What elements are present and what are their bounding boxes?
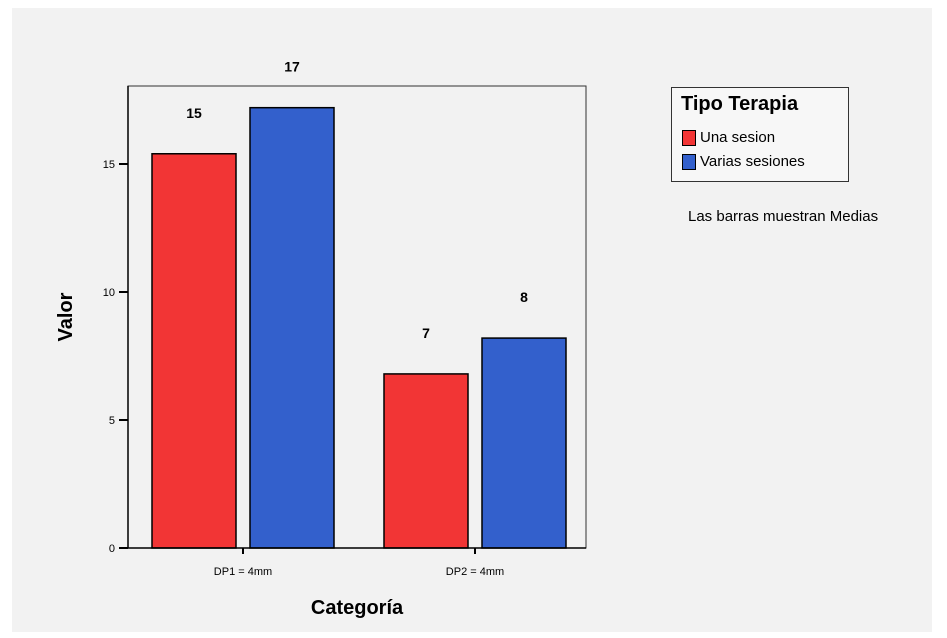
y-tick-label: 5: [109, 415, 115, 427]
bar-una-sesion-2: [383, 373, 469, 549]
y-axis-title: Valor: [55, 292, 77, 341]
legend-swatch-blue: [682, 154, 696, 170]
bar-value-label: 15: [186, 105, 202, 121]
y-tick-label: 15: [103, 159, 115, 171]
legend-swatch-red: [682, 130, 696, 146]
y-tick-label: 0: [109, 543, 115, 555]
legend-label: Varias sesiones: [700, 153, 805, 170]
legend-title: Tipo Terapia: [681, 93, 799, 115]
bar-varias-sesiones-1: [249, 106, 335, 549]
bar-value-label: 7: [422, 325, 430, 341]
x-tick-label: DP1 = 4mm: [214, 566, 272, 578]
legend: Tipo Terapia Una sesion Varias sesiones: [671, 87, 849, 182]
x-axis-title: Categoría: [311, 597, 404, 619]
bar-value-label: 8: [520, 289, 528, 305]
bar-una-sesion-1: [151, 153, 237, 549]
chart-annotation: Las barras muestran Medias: [688, 208, 879, 225]
bar-value-label: 17: [284, 59, 300, 75]
legend-label: Una sesion: [700, 129, 776, 146]
bar-varias-sesiones-2: [481, 337, 567, 549]
y-tick-label: 10: [103, 287, 115, 299]
x-tick-label: DP2 = 4mm: [446, 566, 504, 578]
